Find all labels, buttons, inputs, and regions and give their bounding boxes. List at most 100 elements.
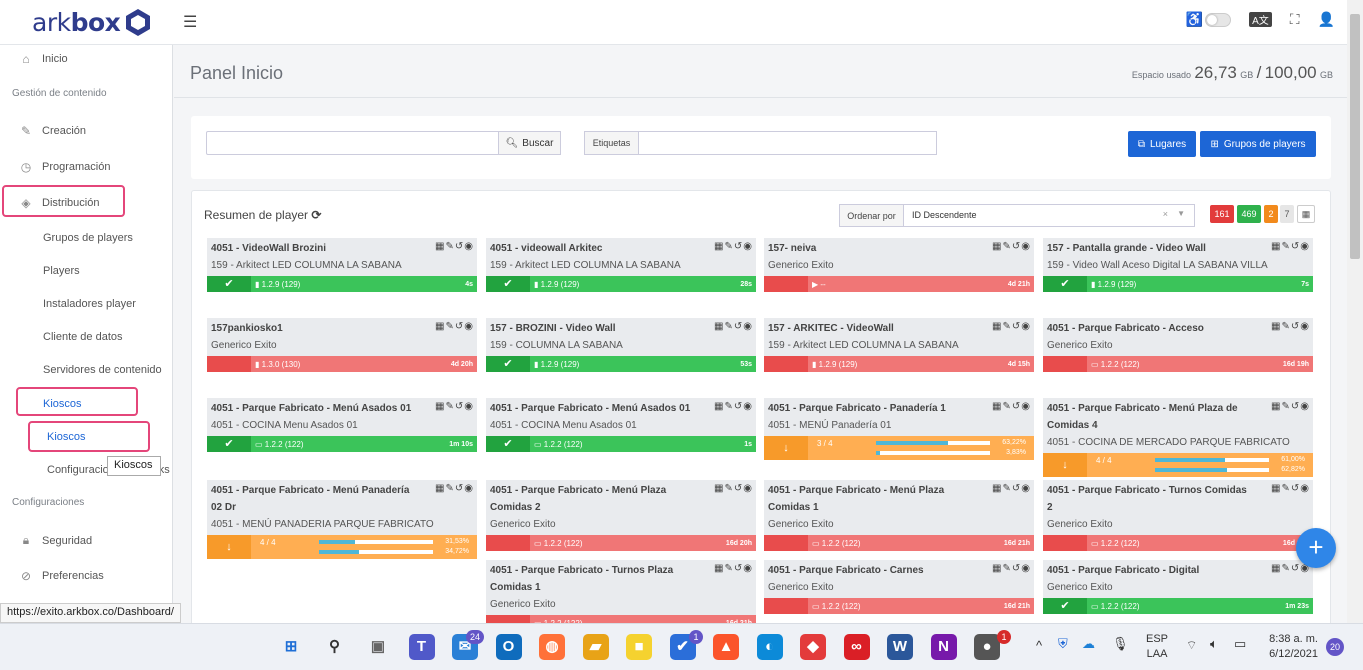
player-tile[interactable]: ▦✎↺◉ 4051 - Parque Fabricato - Carnes Gene… <box>764 560 1034 614</box>
scrollbar-thumb[interactable] <box>1350 14 1360 259</box>
player-tile[interactable]: ▦✎↺◉ 4051 - Parque Fabricato - Digital Gen… <box>1043 560 1313 614</box>
contrast-toggle[interactable] <box>1205 12 1232 27</box>
edit-icon[interactable]: ✎ <box>724 321 734 332</box>
eye-icon[interactable]: ◉ <box>464 401 474 412</box>
fullscreen-icon[interactable]: ⛶ <box>1289 11 1300 27</box>
player-tile[interactable]: ▦✎↺◉ 4051 - Parque Fabricato - Menú Asado… <box>486 398 756 452</box>
player-actions[interactable]: ▦✎↺◉ <box>714 563 753 574</box>
onenote-icon[interactable]: N <box>930 634 957 660</box>
calendar-icon[interactable]: ▦ <box>435 241 446 252</box>
calendar-icon[interactable]: ▦ <box>435 321 446 332</box>
calendar-icon[interactable]: ▦ <box>992 563 1003 574</box>
calendar-icon[interactable]: ▦ <box>714 483 725 494</box>
hamburger-icon[interactable]: ☰ <box>183 14 198 31</box>
files-icon[interactable]: ▰ <box>582 634 609 660</box>
eye-icon[interactable]: ◉ <box>1021 483 1031 494</box>
history-icon[interactable]: ↺ <box>1290 563 1301 574</box>
eye-icon[interactable]: ◉ <box>1300 321 1310 332</box>
edit-icon[interactable]: ✎ <box>1002 241 1012 252</box>
calendar-icon[interactable]: ▦ <box>435 401 446 412</box>
player-actions[interactable]: ▦✎↺◉ <box>992 483 1031 494</box>
map-icon[interactable]: ▦ <box>1297 205 1315 223</box>
player-tile[interactable]: ▦✎↺◉ 4051 - Parque Fabricato - Menú Panad… <box>207 480 477 559</box>
history-icon[interactable]: ↺ <box>733 401 744 412</box>
wifi-icon[interactable]: ⌔ <box>1186 638 1198 652</box>
lugares-button[interactable]: ⧉ Lugares <box>1128 131 1196 157</box>
cloud-icon[interactable]: ☁ <box>1082 636 1095 651</box>
history-icon[interactable]: ↺ <box>454 401 465 412</box>
edit-icon[interactable]: ✎ <box>1002 563 1012 574</box>
edit-icon[interactable]: ✎ <box>724 563 734 574</box>
calendar-icon[interactable]: ▦ <box>1271 563 1282 574</box>
clear-icon[interactable]: × <box>1162 209 1168 219</box>
eye-icon[interactable]: ◉ <box>1300 563 1310 574</box>
microphone-icon[interactable]: 🎙︎ <box>1112 636 1129 651</box>
sidebar-item-instaladores[interactable]: Instaladores player <box>43 298 136 310</box>
volume-icon[interactable]: 🔈︎ <box>1210 636 1218 651</box>
eye-icon[interactable]: ◉ <box>743 563 753 574</box>
app-icon[interactable]: ● <box>974 634 1000 660</box>
notification-badge[interactable]: 20 <box>1326 638 1344 656</box>
translate-icon[interactable]: A文 <box>1249 12 1272 27</box>
chevron-up-icon[interactable]: ^ <box>1036 638 1043 653</box>
player-actions[interactable]: ▦✎↺◉ <box>714 401 753 412</box>
player-tile[interactable]: ▦✎↺◉ 4051 - Parque Fabricato - Turnos Com… <box>1043 480 1313 551</box>
history-icon[interactable]: ↺ <box>454 241 465 252</box>
player-actions[interactable]: ▦✎↺◉ <box>1271 241 1310 252</box>
calendar-icon[interactable]: ▦ <box>1271 321 1282 332</box>
player-tile[interactable]: ▦✎↺◉ 157pankiosko1 Generico Exito ▮ 1.3.0 (… <box>207 318 477 372</box>
history-icon[interactable]: ↺ <box>1290 321 1301 332</box>
edit-icon[interactable]: ✎ <box>1281 321 1291 332</box>
sidebar-item-programacion[interactable]: ◷ Programación <box>20 160 111 174</box>
calendar-icon[interactable]: ▦ <box>714 321 725 332</box>
word-icon[interactable]: W <box>887 634 913 660</box>
edit-icon[interactable]: ✎ <box>445 321 455 332</box>
badge-syncing[interactable]: 2 <box>1264 205 1278 223</box>
player-actions[interactable]: ▦✎↺◉ <box>992 401 1031 412</box>
eye-icon[interactable]: ◉ <box>743 483 753 494</box>
edit-icon[interactable]: ✎ <box>1002 401 1012 412</box>
edit-icon[interactable]: ✎ <box>445 401 455 412</box>
teams-icon[interactable]: T <box>408 634 435 660</box>
firefox-icon[interactable]: ◍ <box>539 634 565 660</box>
history-icon[interactable]: ↺ <box>1011 401 1022 412</box>
sidebar-item-configuracion[interactable]: Configuracio ks <box>47 464 170 476</box>
calendar-icon[interactable]: ▦ <box>1271 401 1282 412</box>
player-tile[interactable]: ▦✎↺◉ 4051 - Parque Fabricato - Panadería … <box>764 398 1034 460</box>
player-actions[interactable]: ▦✎↺◉ <box>1271 483 1310 494</box>
player-actions[interactable]: ▦✎↺◉ <box>435 241 474 252</box>
eye-icon[interactable]: ◉ <box>1021 401 1031 412</box>
calendar-icon[interactable]: ▦ <box>1271 483 1282 494</box>
tags-input[interactable] <box>638 131 937 155</box>
player-tile[interactable]: ▦✎↺◉ 157 - Pantalla grande - Video Wall 15… <box>1043 238 1313 292</box>
calendar-icon[interactable]: ▦ <box>714 563 725 574</box>
calendar-icon[interactable]: ▦ <box>714 401 725 412</box>
eye-icon[interactable]: ◉ <box>464 321 474 332</box>
player-tile[interactable]: ▦✎↺◉ 4051 - Parque Fabricato - Menú Asado… <box>207 398 477 452</box>
calendar-icon[interactable]: ▦ <box>992 241 1003 252</box>
eye-icon[interactable]: ◉ <box>743 321 753 332</box>
player-actions[interactable]: ▦✎↺◉ <box>435 483 474 494</box>
eye-icon[interactable]: ◉ <box>1300 401 1310 412</box>
edit-icon[interactable]: ✎ <box>724 483 734 494</box>
history-icon[interactable]: ↺ <box>454 321 465 332</box>
order-select[interactable]: ID Descendente × ▼ <box>903 204 1195 227</box>
edge-icon[interactable]: ◐ <box>756 634 783 660</box>
history-icon[interactable]: ↺ <box>1011 321 1022 332</box>
player-actions[interactable]: ▦✎↺◉ <box>1271 401 1310 412</box>
anydesk-icon[interactable]: ◆ <box>800 634 826 660</box>
edit-icon[interactable]: ✎ <box>1002 321 1012 332</box>
history-icon[interactable]: ↺ <box>1011 483 1022 494</box>
edit-icon[interactable]: ✎ <box>1281 563 1291 574</box>
edit-icon[interactable]: ✎ <box>724 401 734 412</box>
edit-icon[interactable]: ✎ <box>724 241 734 252</box>
eye-icon[interactable]: ◉ <box>1021 563 1031 574</box>
player-actions[interactable]: ▦✎↺◉ <box>435 401 474 412</box>
sidebar-item-grupos[interactable]: Grupos de players <box>43 232 133 244</box>
player-tile[interactable]: ▦✎↺◉ 157 - BROZINI - Video Wall 159 - COLU… <box>486 318 756 372</box>
user-icon[interactable]: 👤 <box>1317 11 1335 27</box>
player-actions[interactable]: ▦✎↺◉ <box>992 321 1031 332</box>
edit-icon[interactable]: ✎ <box>1002 483 1012 494</box>
player-actions[interactable]: ▦✎↺◉ <box>1271 321 1310 332</box>
sidebar-item-distribucion[interactable]: ◈ Distribución <box>20 196 99 210</box>
